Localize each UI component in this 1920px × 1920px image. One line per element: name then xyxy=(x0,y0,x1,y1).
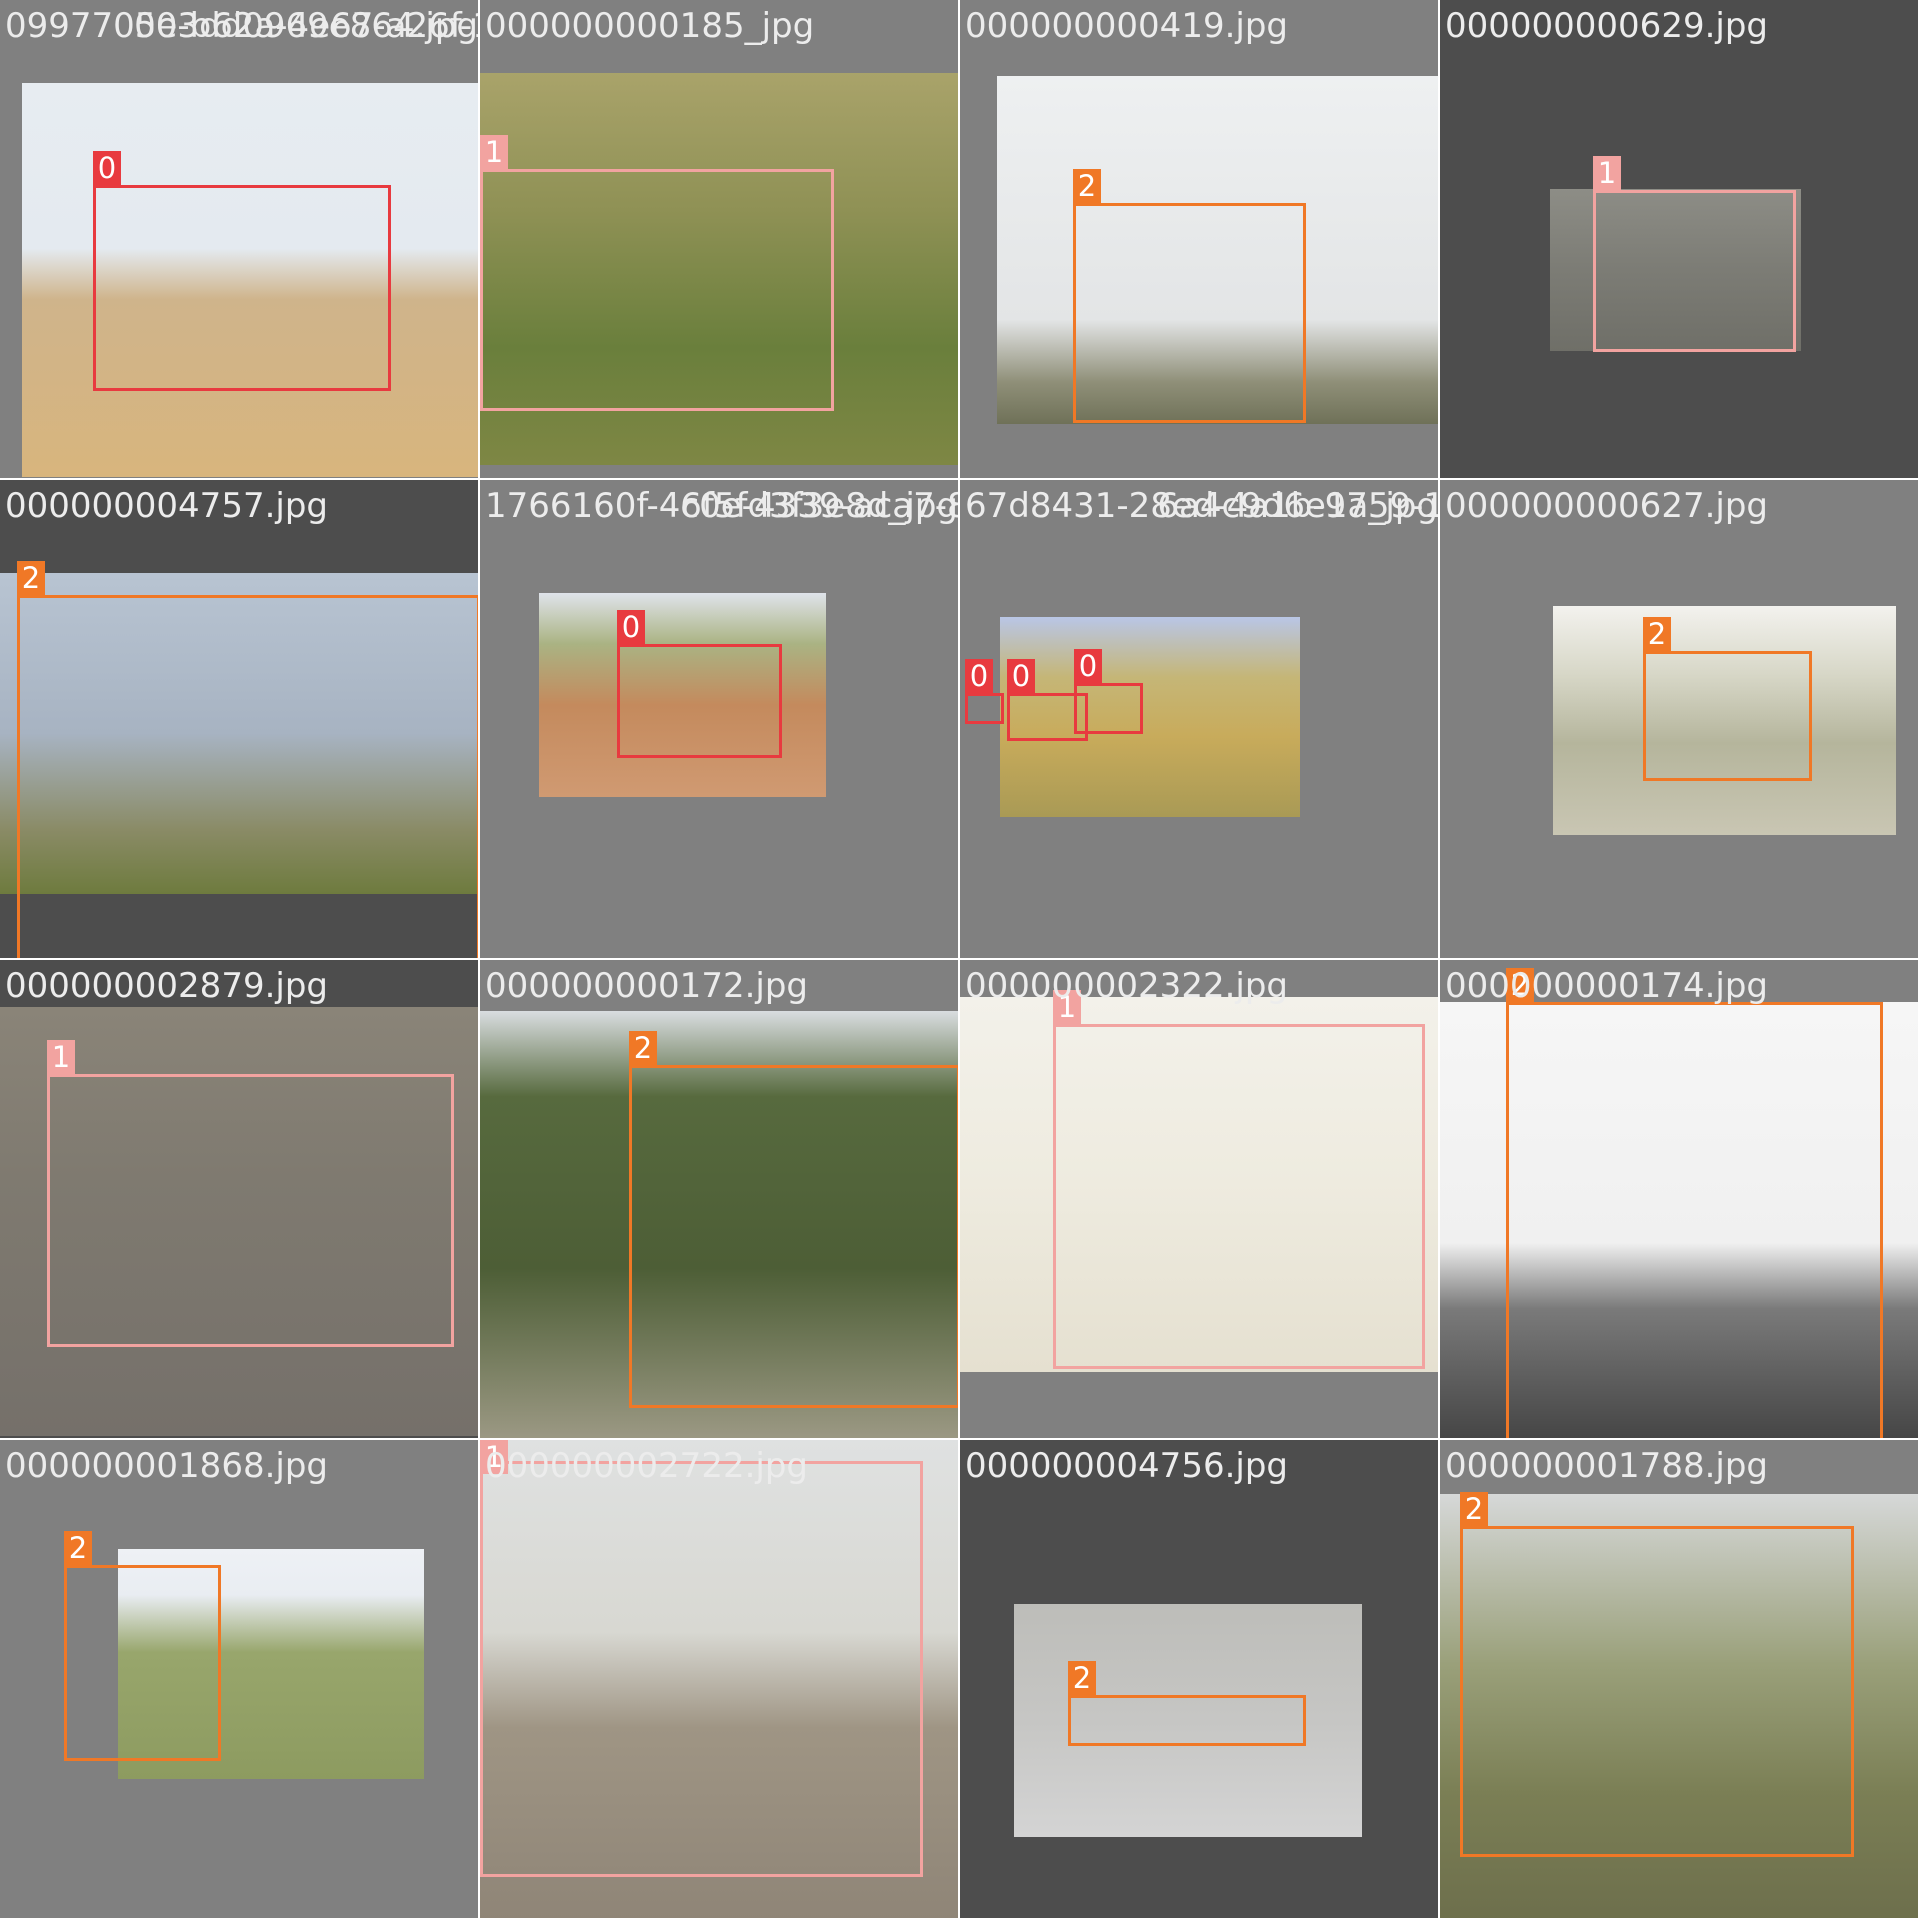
mosaic-tile: 0 0997705e-b62a-4e67-a26f-1 003dd0969e864.… xyxy=(0,0,478,478)
bounding-box xyxy=(1007,693,1088,741)
class-label: 2 xyxy=(64,1531,92,1565)
mosaic-tile: 0 0 0 67d8431-28ed-4a1b-9759-1 6a4c9d6e1a_jp… xyxy=(960,480,1438,958)
mosaic-tile: 1 000000002322.jpg xyxy=(960,960,1438,1438)
filename-label: 000000002722.jpg xyxy=(485,1446,808,1486)
bounding-box xyxy=(17,595,478,958)
filename-label: 000000004757.jpg xyxy=(5,486,328,526)
bounding-box xyxy=(480,169,834,411)
bounding-box xyxy=(629,1065,958,1408)
bounding-box xyxy=(1068,1695,1306,1746)
class-label: 0 xyxy=(93,151,121,185)
class-label: 2 xyxy=(1643,617,1671,651)
mosaic-tile: 2 000000000627.jpg xyxy=(1440,480,1918,958)
tile-photo xyxy=(1440,1002,1918,1438)
filename-label: 000000000629.jpg xyxy=(1445,6,1768,46)
tile-photo xyxy=(960,997,1438,1372)
mosaic-tile: 2 000000001868.jpg xyxy=(0,1440,478,1918)
mosaic-tile: 2 000000004756.jpg xyxy=(960,1440,1438,1918)
class-label: 0 xyxy=(1007,659,1035,693)
tile-photo xyxy=(539,593,826,797)
class-label: 2 xyxy=(1068,1661,1096,1695)
bounding-box xyxy=(1074,683,1143,734)
class-label: 0 xyxy=(965,659,993,693)
mosaic-tile: 2 000000004757.jpg xyxy=(0,480,478,958)
tile-photo xyxy=(1553,606,1896,835)
filename-label: 1766160f-4c0e-4339-aca7-8 xyxy=(485,486,958,526)
bounding-box xyxy=(93,185,391,391)
filename-label: 000000001788.jpg xyxy=(1445,1446,1768,1486)
tile-photo xyxy=(22,83,478,477)
class-label: 0 xyxy=(617,610,645,644)
bounding-box xyxy=(1593,190,1796,352)
mosaic-tile: 1 000000002879.jpg xyxy=(0,960,478,1438)
filename-overlap-label: 003dd0969e864.jpg xyxy=(134,6,478,46)
bounding-box xyxy=(1506,1002,1883,1438)
filename-label: 000000000185_jpg xyxy=(485,6,815,46)
tile-photo xyxy=(1550,189,1801,351)
class-label: 1 xyxy=(1593,156,1621,190)
filename-label: 000000004756.jpg xyxy=(965,1446,1288,1486)
filename-label: 0997705e-b62a-4e67-a26f-1 xyxy=(5,6,478,46)
bounding-box xyxy=(1460,1526,1854,1857)
filename-label: 000000002322.jpg xyxy=(965,966,1288,1006)
filename-label: 67d8431-28ed-4a1b-9759-1 xyxy=(965,486,1438,526)
filename-label: 000000000627.jpg xyxy=(1445,486,1768,526)
tile-photo xyxy=(480,1440,958,1918)
mosaic-tile: 1 000000000629.jpg xyxy=(1440,0,1918,478)
mosaic-tile: 2 000000000419.jpg xyxy=(960,0,1438,478)
class-label: 2 xyxy=(1506,968,1534,1002)
class-label: 2 xyxy=(1460,1492,1488,1526)
class-label: 0 xyxy=(1074,649,1102,683)
tile-photo xyxy=(0,573,478,894)
bounding-box xyxy=(47,1074,454,1347)
tile-photo xyxy=(480,73,958,465)
bounding-box xyxy=(480,1461,923,1877)
class-label: 2 xyxy=(17,561,45,595)
bounding-box xyxy=(1643,651,1812,781)
tile-photo xyxy=(1440,1494,1918,1918)
filename-label: 000000002879.jpg xyxy=(5,966,328,1006)
tile-photo xyxy=(1000,617,1300,817)
mosaic-tile: 2 000000000174.jpg xyxy=(1440,960,1918,1438)
tile-photo xyxy=(0,1007,478,1436)
tile-photo xyxy=(118,1549,424,1779)
filename-overlap-label: 6f5fd3f3e8d_jpg xyxy=(680,486,958,526)
class-label: 1 xyxy=(1053,990,1081,1024)
class-label: 1 xyxy=(480,1440,508,1474)
mosaic-tile: 1 000000000185_jpg xyxy=(480,0,958,478)
class-label: 1 xyxy=(480,135,508,169)
tile-photo xyxy=(480,1011,958,1438)
filename-label: 000000001868.jpg xyxy=(5,1446,328,1486)
mosaic-tile: 2 000000001788.jpg xyxy=(1440,1440,1918,1918)
filename-label: 000000000174.jpg xyxy=(1445,966,1768,1006)
bounding-box xyxy=(617,644,782,758)
class-label: 2 xyxy=(629,1031,657,1065)
filename-overlap-label: 6a4c9d6e1a_jpg xyxy=(1157,486,1438,526)
class-label: 1 xyxy=(47,1040,75,1074)
bounding-box xyxy=(965,693,1004,724)
mosaic-tile: 2 000000000172.jpg xyxy=(480,960,958,1438)
bounding-box xyxy=(64,1565,221,1761)
class-label: 2 xyxy=(1073,169,1101,203)
tile-photo xyxy=(997,76,1438,424)
mosaic-tile: 0 1766160f-4c0e-4339-aca7-8 6f5fd3f3e8d_jp… xyxy=(480,480,958,958)
mosaic-tile: 1 000000002722.jpg xyxy=(480,1440,958,1918)
filename-label: 000000000172.jpg xyxy=(485,966,808,1006)
bounding-box xyxy=(1073,203,1306,423)
filename-label: 000000000419.jpg xyxy=(965,6,1288,46)
bounding-box xyxy=(1053,1024,1425,1369)
